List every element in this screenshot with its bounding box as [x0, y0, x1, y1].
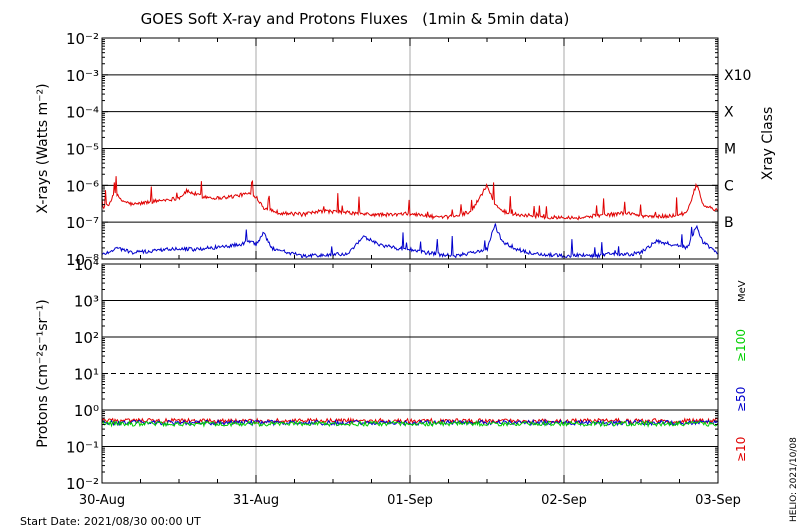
frame-layer [101, 37, 719, 484]
xray-class-label: C [724, 178, 734, 194]
y-tick-label: 10³ [74, 293, 99, 311]
y-tick-label: 10⁻¹ [66, 439, 99, 457]
xray-class-label: M [724, 142, 736, 158]
x-tick-label: 30-Aug [79, 493, 125, 508]
proton-series [101, 419, 719, 428]
proton-legend-entry: ≥100 [734, 329, 748, 362]
credit-label: HELIO: 2021/10/08 [789, 437, 799, 522]
y-tick-label: 10⁻⁷ [66, 214, 99, 232]
x-tick-label: 01-Sep [387, 493, 433, 508]
chart-title: GOES Soft X-ray and Protons Fluxes (1min… [141, 10, 570, 28]
x-tick-label: 02-Sep [541, 493, 587, 508]
y-tick-label: 10⁻⁶ [66, 177, 99, 195]
proton-unit-label: MeV [737, 280, 748, 302]
proton-legend-entry: ≥50 [734, 387, 748, 412]
y-axis-label: Protons (cm⁻²s⁻¹sr⁻¹) [35, 299, 51, 448]
y-tick-label: 10⁻⁵ [66, 141, 99, 159]
xray-class-title: Xray Class [760, 107, 776, 181]
xray-series-long [101, 176, 719, 221]
series-layer [101, 176, 719, 428]
y-axis-label: X-rays (Watts m⁻²) [35, 83, 51, 213]
xray-class-label: B [724, 215, 734, 231]
x-tick-label: 31-Aug [233, 493, 279, 508]
xray-series-short [101, 223, 719, 259]
y-tick-label: 10⁻² [66, 475, 99, 493]
panel-frame [101, 263, 719, 484]
start-date-label: Start Date: 2021/08/30 00:00 UT [20, 515, 201, 528]
label-layer: 30-Aug 31-Aug 01-Sep 02-Sep 03-Sep 10⁻² 10⁻³ 10… [35, 30, 776, 508]
y-tick-label: 10⁻⁴ [66, 104, 99, 122]
y-tick-label: 10² [74, 329, 99, 347]
xray-class-label: X10 [724, 68, 751, 84]
y-tick-label: 10¹ [74, 366, 99, 384]
y-tick-label: 10⁻³ [66, 67, 99, 85]
proton-series [101, 416, 719, 425]
xray-class-label: X [724, 105, 734, 121]
x-tick-label: 03-Sep [695, 493, 741, 508]
grid-layer [102, 38, 718, 483]
y-tick-label: 10⁻⁸ [66, 251, 99, 269]
y-tick-label: 10⁴ [74, 256, 99, 274]
panel-frame [101, 37, 719, 260]
y-tick-label: 10⁻² [66, 30, 99, 48]
proton-legend-entry: ≥10 [734, 437, 748, 462]
y-tick-label: 10⁰ [74, 402, 99, 420]
